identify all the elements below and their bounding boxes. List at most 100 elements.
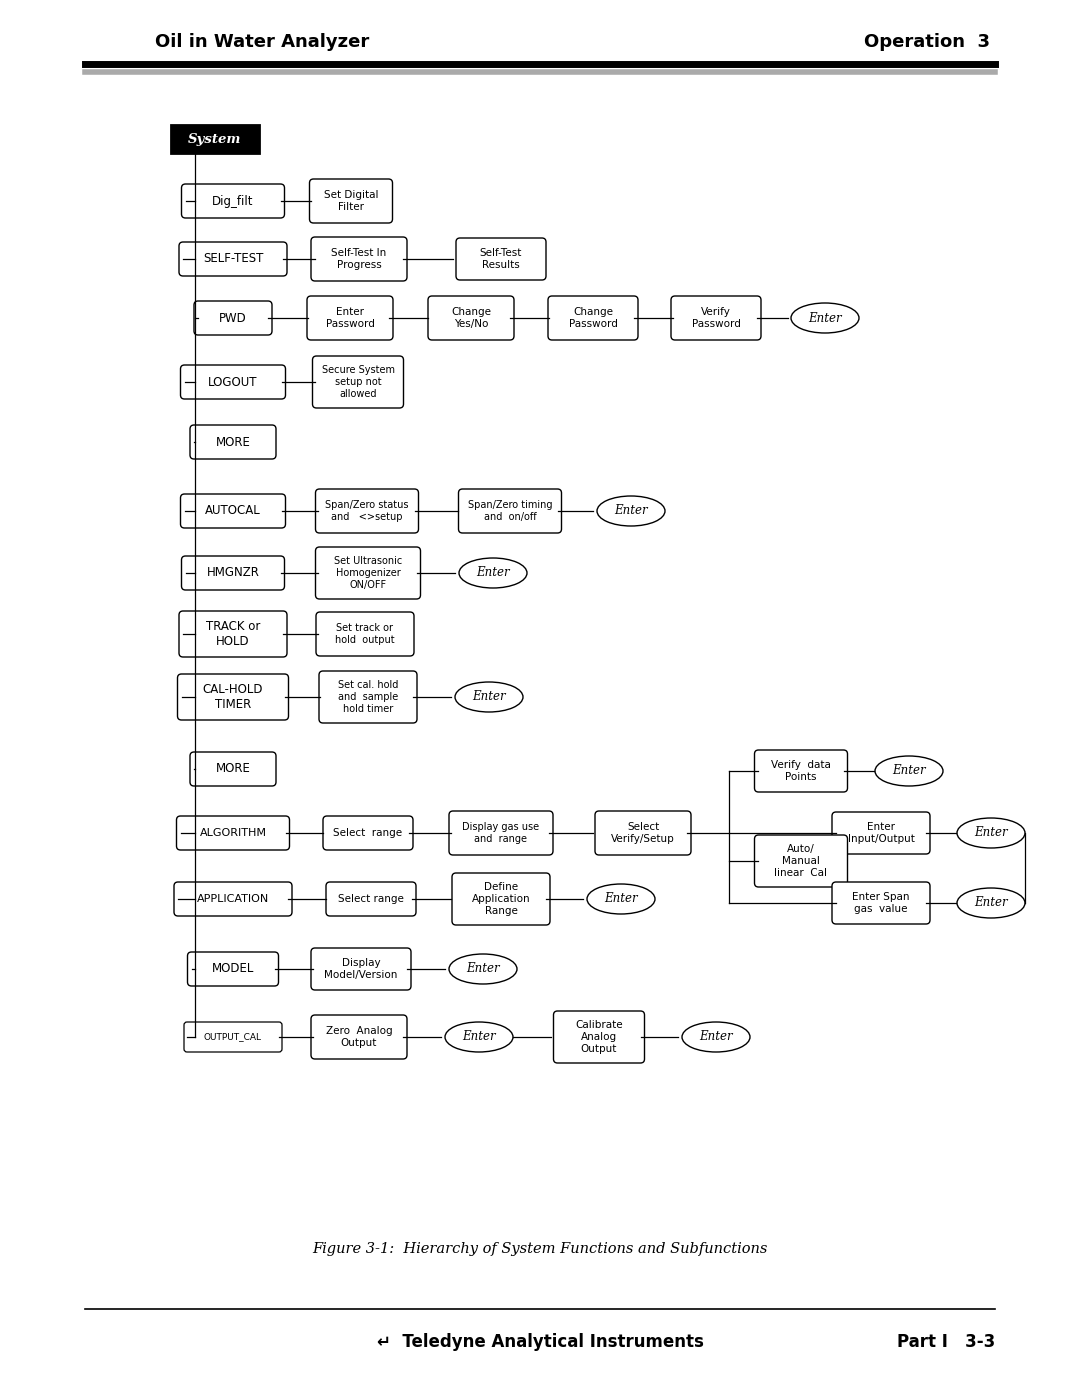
Text: Set track or
hold  output: Set track or hold output [335,623,395,645]
Text: ALGORITHM: ALGORITHM [200,828,267,838]
Text: Define
Application
Range: Define Application Range [472,883,530,915]
FancyBboxPatch shape [194,300,272,335]
FancyBboxPatch shape [459,489,562,534]
FancyBboxPatch shape [449,812,553,855]
Text: Set cal. hold
and  sample
hold timer: Set cal. hold and sample hold timer [338,680,399,714]
FancyBboxPatch shape [184,1023,282,1052]
FancyBboxPatch shape [311,949,411,990]
Ellipse shape [455,682,523,712]
Ellipse shape [875,756,943,787]
FancyBboxPatch shape [181,556,284,590]
Text: Enter: Enter [472,690,505,704]
Text: Secure System
setup not
allowed: Secure System setup not allowed [322,366,394,398]
FancyBboxPatch shape [595,812,691,855]
Text: Enter Span
gas  value: Enter Span gas value [852,893,909,914]
FancyBboxPatch shape [188,951,279,986]
Text: ↵  Teledyne Analytical Instruments: ↵ Teledyne Analytical Instruments [377,1333,703,1351]
Text: Zero  Analog
Output: Zero Analog Output [326,1027,392,1048]
Text: Figure 3-1:  Hierarchy of System Functions and Subfunctions: Figure 3-1: Hierarchy of System Function… [312,1242,768,1256]
Text: Enter: Enter [808,312,841,324]
Text: Change
Password: Change Password [568,307,618,328]
FancyBboxPatch shape [323,816,413,849]
Text: Span/Zero timing
and  on/off: Span/Zero timing and on/off [468,500,552,522]
Text: Operation  3: Operation 3 [864,34,990,52]
FancyBboxPatch shape [181,184,284,218]
Ellipse shape [449,954,517,983]
FancyBboxPatch shape [832,812,930,854]
Ellipse shape [791,303,859,332]
Text: MORE: MORE [216,763,251,775]
Text: OUTPUT_CAL: OUTPUT_CAL [204,1032,262,1042]
Text: Dig_filt: Dig_filt [213,194,254,208]
FancyBboxPatch shape [311,237,407,281]
Text: Enter
Password: Enter Password [325,307,375,328]
Text: Display
Model/Version: Display Model/Version [324,958,397,979]
Ellipse shape [957,888,1025,918]
FancyBboxPatch shape [180,495,285,528]
FancyBboxPatch shape [171,124,259,154]
Text: Span/Zero status
and   <>setup: Span/Zero status and <>setup [325,500,408,522]
Text: Verify
Password: Verify Password [691,307,741,328]
Text: Select  range: Select range [334,828,403,838]
Text: Select range: Select range [338,894,404,904]
Text: CAL-HOLD
TIMER: CAL-HOLD TIMER [203,683,264,711]
Text: Enter: Enter [604,893,638,905]
Text: Set Digital
Filter: Set Digital Filter [324,190,378,212]
Text: Enter: Enter [615,504,648,517]
Text: Set Ultrasonic
Homogenizer
ON/OFF: Set Ultrasonic Homogenizer ON/OFF [334,556,402,590]
Text: TRACK or
HOLD: TRACK or HOLD [206,620,260,648]
Text: Enter: Enter [476,567,510,580]
FancyBboxPatch shape [316,612,414,657]
FancyBboxPatch shape [453,873,550,925]
FancyBboxPatch shape [310,179,392,224]
FancyBboxPatch shape [312,356,404,408]
Text: PWD: PWD [219,312,247,324]
Ellipse shape [445,1023,513,1052]
Text: Enter: Enter [974,827,1008,840]
Text: APPLICATION: APPLICATION [197,894,269,904]
Ellipse shape [681,1023,750,1052]
Text: MODEL: MODEL [212,963,254,975]
Ellipse shape [459,557,527,588]
FancyBboxPatch shape [190,752,276,787]
Text: Self-Test In
Progress: Self-Test In Progress [332,249,387,270]
Text: LOGOUT: LOGOUT [208,376,258,388]
FancyBboxPatch shape [755,835,848,887]
FancyBboxPatch shape [326,882,416,916]
FancyBboxPatch shape [180,365,285,400]
FancyBboxPatch shape [315,489,419,534]
FancyBboxPatch shape [179,610,287,657]
FancyBboxPatch shape [548,296,638,339]
Text: Enter
Input/Output: Enter Input/Output [848,823,915,844]
Text: Oil in Water Analyzer: Oil in Water Analyzer [156,34,369,52]
Ellipse shape [597,496,665,527]
Text: Self-Test
Results: Self-Test Results [480,249,523,270]
FancyBboxPatch shape [176,816,289,849]
Ellipse shape [588,884,654,914]
Text: AUTOCAL: AUTOCAL [205,504,261,517]
FancyBboxPatch shape [179,242,287,277]
FancyBboxPatch shape [554,1011,645,1063]
FancyBboxPatch shape [315,548,420,599]
FancyBboxPatch shape [177,673,288,719]
FancyBboxPatch shape [755,750,848,792]
FancyBboxPatch shape [190,425,276,460]
Text: Enter: Enter [974,897,1008,909]
FancyBboxPatch shape [307,296,393,339]
Text: Change
Yes/No: Change Yes/No [451,307,491,328]
FancyBboxPatch shape [311,1016,407,1059]
FancyBboxPatch shape [174,882,292,916]
Text: Enter: Enter [467,963,500,975]
Ellipse shape [957,819,1025,848]
Text: Enter: Enter [462,1031,496,1044]
Text: MORE: MORE [216,436,251,448]
FancyBboxPatch shape [428,296,514,339]
Text: SELF-TEST: SELF-TEST [203,253,264,265]
Text: Part I   3-3: Part I 3-3 [896,1333,995,1351]
Text: Display gas use
and  range: Display gas use and range [462,823,540,844]
Text: Verify  data
Points: Verify data Points [771,760,831,782]
FancyBboxPatch shape [456,237,546,279]
Text: Enter: Enter [699,1031,733,1044]
Text: HMGNZR: HMGNZR [206,567,259,580]
FancyBboxPatch shape [832,882,930,923]
